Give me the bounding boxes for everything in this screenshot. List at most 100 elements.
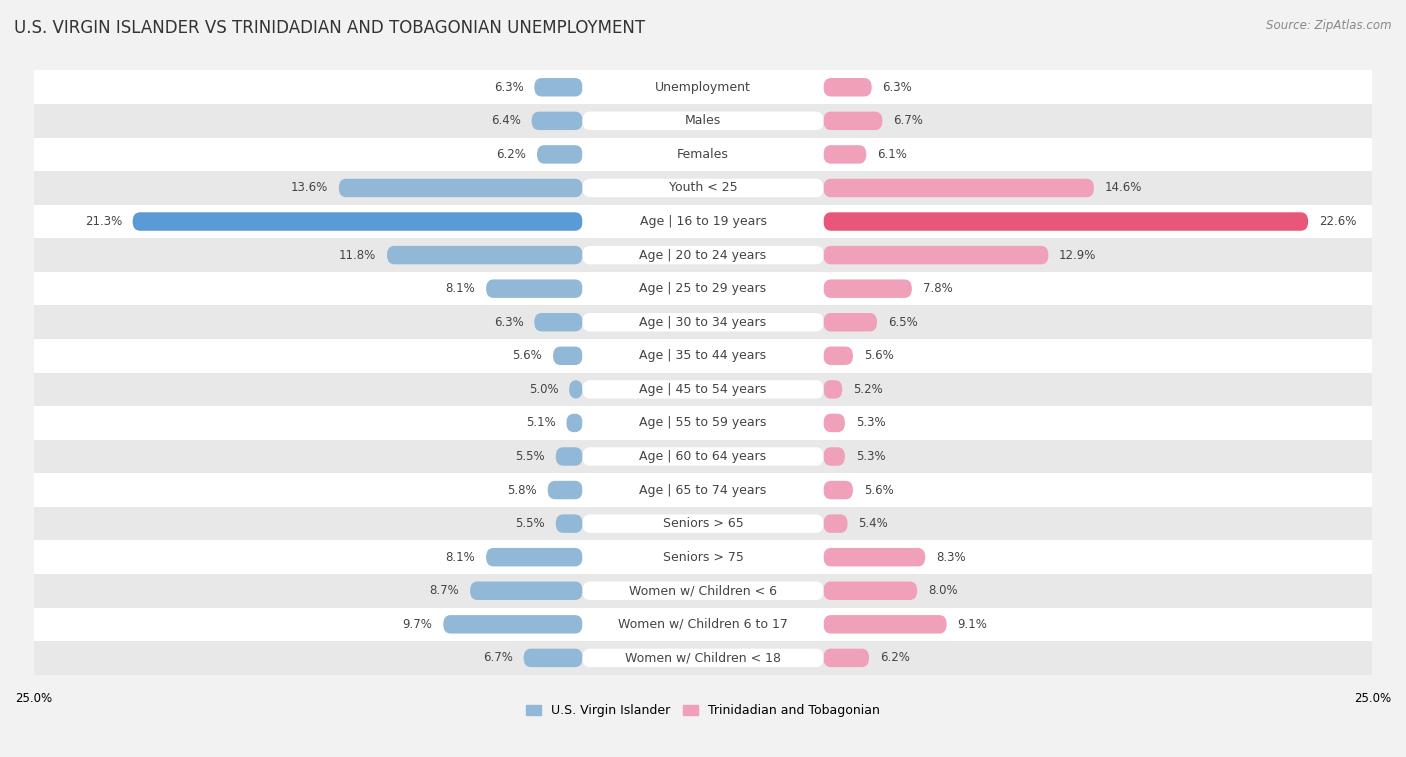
Text: 9.1%: 9.1% (957, 618, 987, 631)
FancyBboxPatch shape (582, 649, 824, 667)
Bar (34, 507, 1372, 540)
FancyBboxPatch shape (824, 212, 1308, 231)
FancyBboxPatch shape (582, 581, 824, 600)
Text: 11.8%: 11.8% (339, 248, 377, 262)
FancyBboxPatch shape (824, 548, 925, 566)
Text: 6.5%: 6.5% (887, 316, 918, 329)
Bar (34, 104, 1372, 138)
FancyBboxPatch shape (534, 313, 582, 332)
Text: 6.2%: 6.2% (880, 651, 910, 665)
Text: Age | 30 to 34 years: Age | 30 to 34 years (640, 316, 766, 329)
Text: 5.5%: 5.5% (516, 517, 546, 530)
Text: 5.6%: 5.6% (863, 484, 893, 497)
FancyBboxPatch shape (824, 313, 877, 332)
Bar (34, 608, 1372, 641)
FancyBboxPatch shape (824, 649, 869, 667)
Text: Females: Females (678, 148, 728, 161)
Text: Age | 45 to 54 years: Age | 45 to 54 years (640, 383, 766, 396)
FancyBboxPatch shape (824, 413, 845, 432)
Text: 22.6%: 22.6% (1319, 215, 1357, 228)
Text: 6.3%: 6.3% (494, 81, 523, 94)
Text: 5.6%: 5.6% (513, 349, 543, 363)
FancyBboxPatch shape (443, 615, 582, 634)
Bar (34, 440, 1372, 473)
Text: 5.1%: 5.1% (526, 416, 555, 429)
FancyBboxPatch shape (582, 179, 824, 198)
Bar (34, 171, 1372, 204)
Bar (34, 407, 1372, 440)
FancyBboxPatch shape (582, 481, 824, 500)
Text: Age | 60 to 64 years: Age | 60 to 64 years (640, 450, 766, 463)
Text: Youth < 25: Youth < 25 (669, 182, 737, 195)
FancyBboxPatch shape (567, 413, 582, 432)
FancyBboxPatch shape (531, 111, 582, 130)
Text: 8.0%: 8.0% (928, 584, 957, 597)
Text: 8.1%: 8.1% (446, 550, 475, 564)
FancyBboxPatch shape (582, 313, 824, 332)
Text: Age | 25 to 29 years: Age | 25 to 29 years (640, 282, 766, 295)
Bar (34, 238, 1372, 272)
FancyBboxPatch shape (824, 111, 883, 130)
FancyBboxPatch shape (555, 515, 582, 533)
Text: Women w/ Children < 18: Women w/ Children < 18 (626, 651, 780, 665)
Bar (34, 305, 1372, 339)
FancyBboxPatch shape (582, 380, 824, 399)
FancyBboxPatch shape (387, 246, 582, 264)
Text: 14.6%: 14.6% (1105, 182, 1142, 195)
Bar (34, 540, 1372, 574)
Text: 8.7%: 8.7% (430, 584, 460, 597)
Text: 8.3%: 8.3% (936, 550, 966, 564)
Text: Women w/ Children 6 to 17: Women w/ Children 6 to 17 (619, 618, 787, 631)
FancyBboxPatch shape (824, 515, 848, 533)
Bar (34, 138, 1372, 171)
Text: 9.7%: 9.7% (402, 618, 433, 631)
Text: Seniors > 75: Seniors > 75 (662, 550, 744, 564)
FancyBboxPatch shape (824, 615, 946, 634)
Text: 6.1%: 6.1% (877, 148, 907, 161)
Text: 5.6%: 5.6% (863, 349, 893, 363)
Text: 6.4%: 6.4% (491, 114, 520, 127)
Text: 7.8%: 7.8% (922, 282, 952, 295)
FancyBboxPatch shape (582, 145, 824, 164)
FancyBboxPatch shape (824, 78, 872, 96)
FancyBboxPatch shape (824, 581, 917, 600)
Text: Source: ZipAtlas.com: Source: ZipAtlas.com (1267, 19, 1392, 32)
FancyBboxPatch shape (582, 615, 824, 634)
Text: 12.9%: 12.9% (1059, 248, 1097, 262)
FancyBboxPatch shape (555, 447, 582, 466)
Text: Unemployment: Unemployment (655, 81, 751, 94)
FancyBboxPatch shape (582, 111, 824, 130)
Text: 5.0%: 5.0% (529, 383, 558, 396)
Text: Age | 20 to 24 years: Age | 20 to 24 years (640, 248, 766, 262)
Text: 8.1%: 8.1% (446, 282, 475, 295)
Bar (34, 339, 1372, 372)
Text: 6.3%: 6.3% (494, 316, 523, 329)
Text: Age | 55 to 59 years: Age | 55 to 59 years (640, 416, 766, 429)
Text: 21.3%: 21.3% (84, 215, 122, 228)
Bar (34, 473, 1372, 507)
FancyBboxPatch shape (824, 246, 1049, 264)
Text: U.S. VIRGIN ISLANDER VS TRINIDADIAN AND TOBAGONIAN UNEMPLOYMENT: U.S. VIRGIN ISLANDER VS TRINIDADIAN AND … (14, 19, 645, 37)
FancyBboxPatch shape (582, 447, 824, 466)
FancyBboxPatch shape (132, 212, 582, 231)
FancyBboxPatch shape (582, 212, 824, 231)
Bar (34, 641, 1372, 674)
Text: 6.7%: 6.7% (893, 114, 922, 127)
Text: 5.8%: 5.8% (508, 484, 537, 497)
FancyBboxPatch shape (486, 548, 582, 566)
Text: Males: Males (685, 114, 721, 127)
FancyBboxPatch shape (537, 145, 582, 164)
Text: 6.3%: 6.3% (883, 81, 912, 94)
FancyBboxPatch shape (569, 380, 582, 399)
Bar (34, 574, 1372, 608)
Text: 5.2%: 5.2% (853, 383, 883, 396)
FancyBboxPatch shape (470, 581, 582, 600)
Text: Women w/ Children < 6: Women w/ Children < 6 (628, 584, 778, 597)
Text: Age | 16 to 19 years: Age | 16 to 19 years (640, 215, 766, 228)
FancyBboxPatch shape (523, 649, 582, 667)
FancyBboxPatch shape (582, 515, 824, 533)
Text: 6.7%: 6.7% (484, 651, 513, 665)
FancyBboxPatch shape (582, 279, 824, 298)
FancyBboxPatch shape (534, 78, 582, 96)
Text: Age | 35 to 44 years: Age | 35 to 44 years (640, 349, 766, 363)
